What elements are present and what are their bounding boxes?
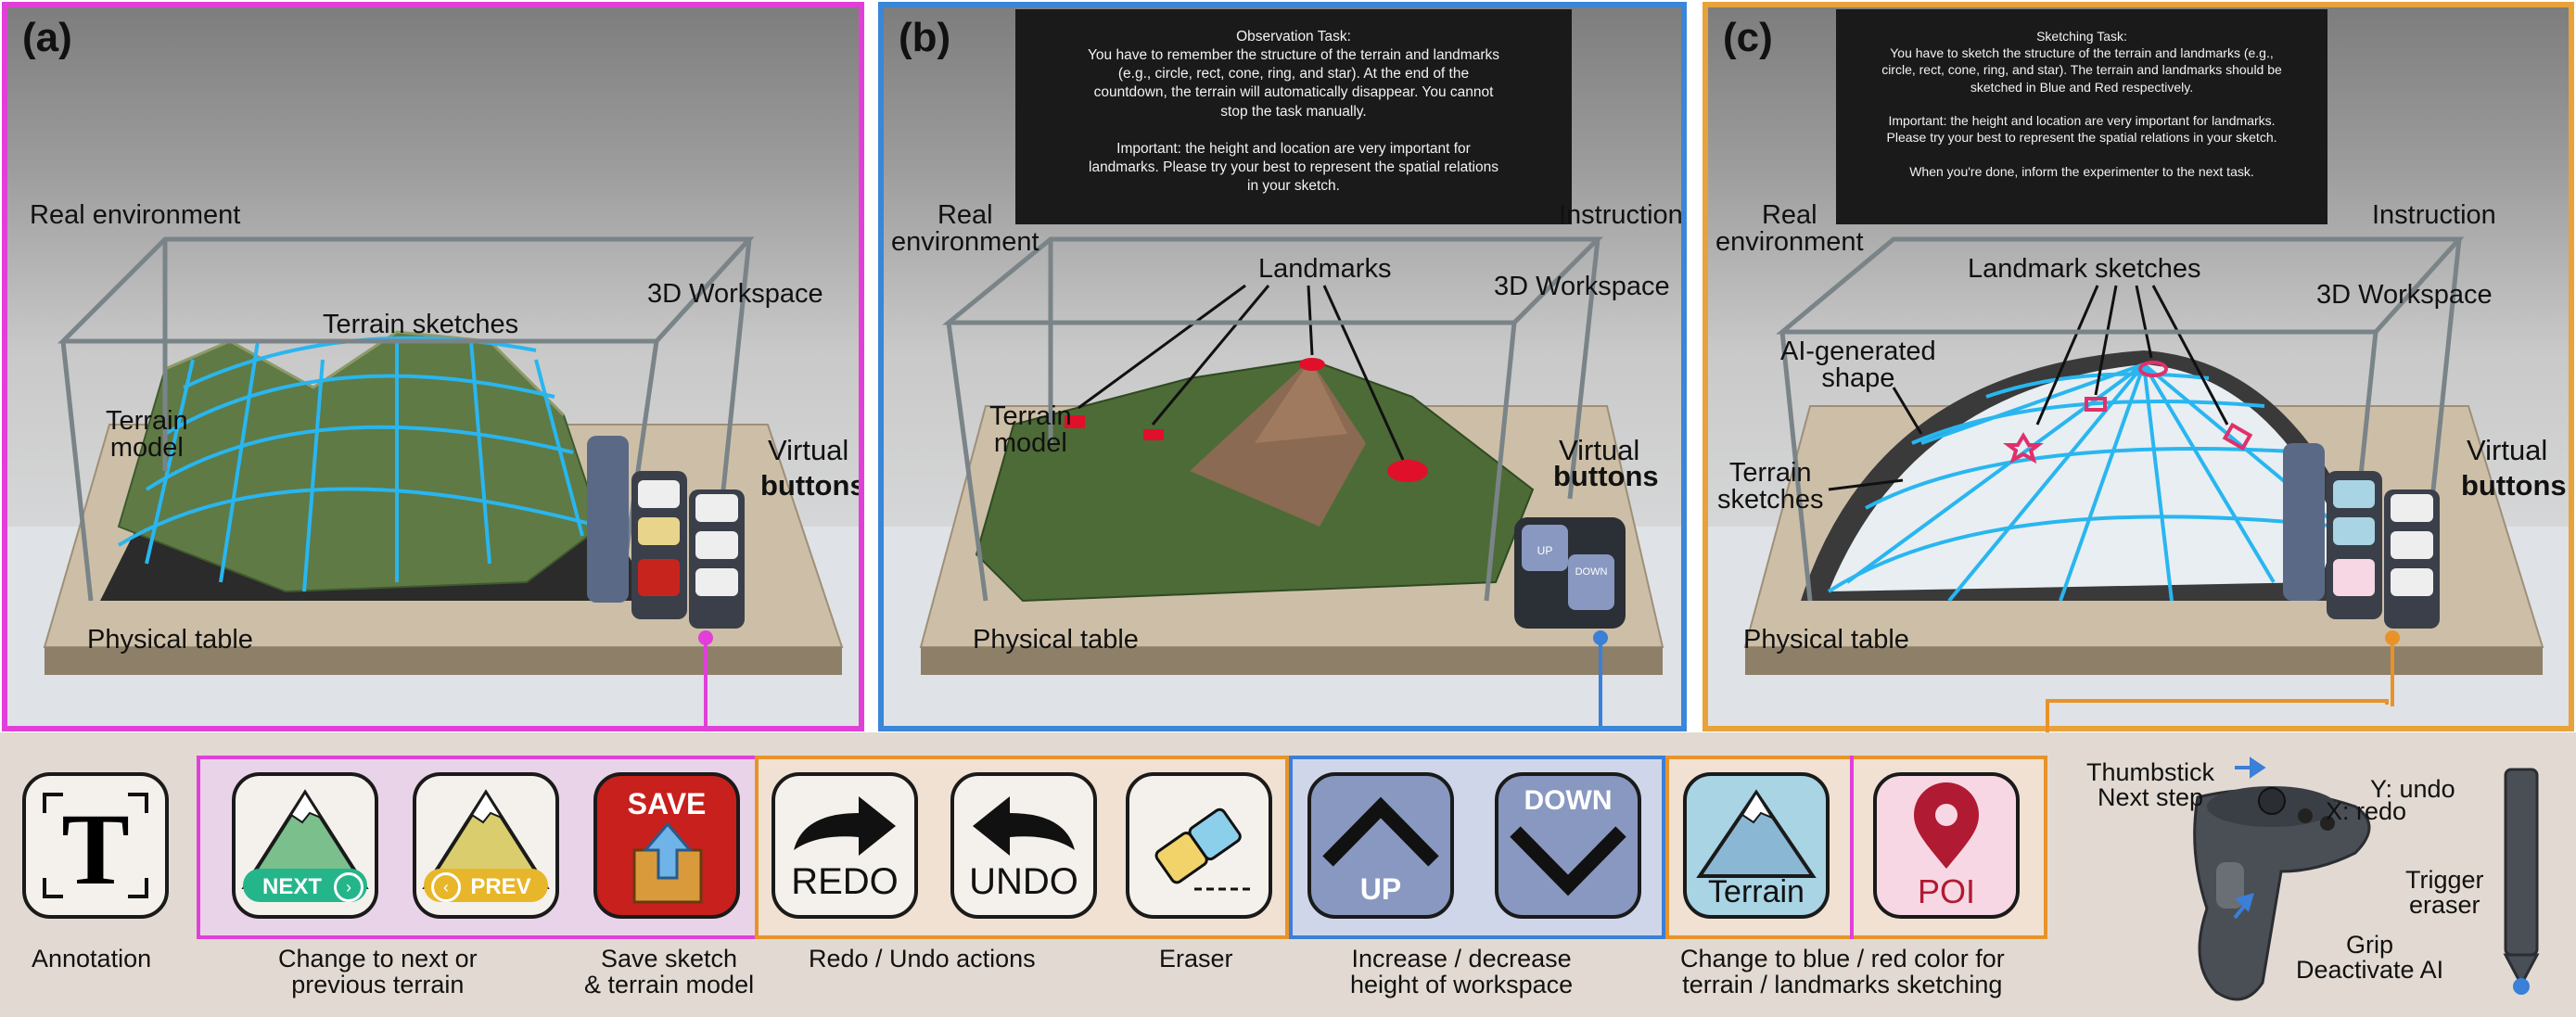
physical-table-label: Physical table xyxy=(973,625,1139,655)
instruction-label: Instruction xyxy=(1559,200,1683,230)
real-environment-label: Real environment xyxy=(891,200,1039,257)
prev-label: PREV xyxy=(470,874,531,899)
poi-label: POI xyxy=(1917,872,1975,910)
virtual-buttons-label-2: buttons xyxy=(2461,469,2567,502)
terrain-sketches-label: Terrain sketches xyxy=(323,310,519,339)
up-label: UP xyxy=(1359,872,1402,906)
workspace-label: 3D Workspace xyxy=(2316,280,2493,310)
virtual-buttons-label-1: Virtual xyxy=(1559,434,1640,466)
terrain-sketches-label: Terrain sketches xyxy=(1717,458,1824,515)
redo-arrow-icon xyxy=(794,796,896,856)
annotation-button[interactable]: T xyxy=(22,772,169,919)
real-environment-label: Real environment xyxy=(30,200,241,230)
redo-undo-caption: Redo / Undo actions xyxy=(809,945,1036,973)
panel-a-mini-buttons xyxy=(587,436,745,629)
workspace-label: 3D Workspace xyxy=(647,279,823,309)
real-environment-label: Real environment xyxy=(1715,200,1864,257)
undo-label: UNDO xyxy=(969,861,1078,902)
mountain-icon xyxy=(1696,789,1817,878)
up-button[interactable]: UP xyxy=(1307,772,1454,919)
eraser-caption: Eraser xyxy=(1159,945,1233,973)
panel-a-scene xyxy=(7,236,859,726)
terrain-label: Terrain xyxy=(1708,874,1804,909)
prev-arrow-icon: ‹ xyxy=(431,872,461,902)
workspace-label: 3D Workspace xyxy=(1494,272,1670,301)
virtual-buttons-label-1: Virtual xyxy=(768,434,849,466)
x-redo-label: X: redo xyxy=(2326,797,2407,825)
poi-color-button[interactable]: POI xyxy=(1873,772,2020,919)
panel-b-landmarks xyxy=(1065,358,1428,482)
down-label: DOWN xyxy=(1524,785,1613,816)
panel-b-instruction-text: Observation Task: You have to remember t… xyxy=(1088,29,1499,195)
panel-a-label: (a) xyxy=(22,15,72,60)
vr-controller-icon xyxy=(2193,786,2371,1001)
panel-c-landmark-sketches xyxy=(2003,361,2253,464)
ai-generated-shape-label: AI-generated shape xyxy=(1780,337,1936,393)
save-caption: Save sketch & terrain model xyxy=(584,945,755,999)
physical-table-label: Physical table xyxy=(87,625,253,655)
svg-text:DOWN: DOWN xyxy=(1575,566,1608,578)
y-undo-label: Y: undo xyxy=(2370,775,2455,803)
annotation-frame-icon xyxy=(43,793,148,898)
undo-arrow-icon xyxy=(973,796,1075,856)
panel-c-instruction-text: Sketching Task: You have to sketch the s… xyxy=(1881,29,2282,179)
annotation-caption: Annotation xyxy=(32,945,152,973)
panel-c-label: (c) xyxy=(1723,15,1773,60)
next-arrow-icon: › xyxy=(334,872,363,902)
terrain-color-button[interactable]: Terrain xyxy=(1683,772,1830,919)
panel-a: (a) Real environment Terrain sketches 3D… xyxy=(2,2,864,731)
panel-b-instruction-box: Observation Task: You have to remember t… xyxy=(1015,9,1572,224)
grip-label: Grip Deactivate AI xyxy=(2296,931,2444,984)
eraser-icon xyxy=(1154,807,1250,891)
terrain-model-label: Terrain model xyxy=(989,401,1072,458)
stylus-icon xyxy=(2503,768,2540,995)
panel-c-scene xyxy=(1708,236,2569,726)
svg-text:UP: UP xyxy=(1537,544,1553,557)
eraser-button[interactable] xyxy=(1126,772,1272,919)
redo-button[interactable]: REDO xyxy=(772,772,918,919)
annotation-glyph: T xyxy=(61,793,130,906)
terrain-model-label: Terrain model xyxy=(106,406,188,463)
trigger-label: Trigger eraser xyxy=(2405,866,2484,919)
thumbstick-label: Thumbstick Next step xyxy=(2086,758,2215,811)
virtual-buttons-label-1: Virtual xyxy=(2467,434,2548,466)
panel-c-mini-buttons xyxy=(2283,443,2440,629)
instruction-label: Instruction xyxy=(2372,200,2496,230)
save-button[interactable]: SAVE xyxy=(593,772,740,919)
panel-c: (c) Sketching Task: You have to sketch t… xyxy=(1702,2,2574,731)
panel-c-instruction-box: Sketching Task: You have to sketch the s… xyxy=(1836,9,2327,224)
virtual-buttons-label-2: buttons xyxy=(1553,460,1659,492)
undo-button[interactable]: UNDO xyxy=(950,772,1097,919)
group-color-divider xyxy=(1850,756,1854,939)
down-button[interactable]: DOWN xyxy=(1495,772,1641,919)
controller-illustration xyxy=(2193,756,2540,1001)
location-pin-icon xyxy=(1914,782,1979,869)
virtual-buttons-label-2: buttons xyxy=(760,469,864,502)
prev-terrain-button[interactable]: ‹ PREV xyxy=(413,772,559,919)
physical-table-label: Physical table xyxy=(1743,625,1909,655)
panel-b-scene: UP DOWN xyxy=(884,236,1681,726)
mountain-icon xyxy=(241,789,369,902)
change-terrain-caption: Change to next or previous terrain xyxy=(278,945,478,999)
landmarks-label: Landmarks xyxy=(1258,254,1392,284)
height-caption: Increase / decrease height of workspace xyxy=(1350,945,1574,999)
save-label: SAVE xyxy=(627,787,707,820)
landmark-sketches-label: Landmark sketches xyxy=(1968,254,2201,284)
redo-label: REDO xyxy=(791,861,899,902)
panel-b-mini-buttons: UP DOWN xyxy=(1514,517,1626,629)
color-caption: Change to blue / red color for terrain /… xyxy=(1680,945,2005,999)
save-box-icon xyxy=(632,821,703,904)
next-terrain-button[interactable]: NEXT › xyxy=(232,772,378,919)
next-label: NEXT xyxy=(261,874,322,899)
panel-b-label: (b) xyxy=(899,15,951,60)
chevron-down-icon xyxy=(1510,826,1626,896)
panel-b: UP DOWN (b) Observation Task: You have t… xyxy=(878,2,1687,731)
chevron-up-icon xyxy=(1322,796,1439,867)
